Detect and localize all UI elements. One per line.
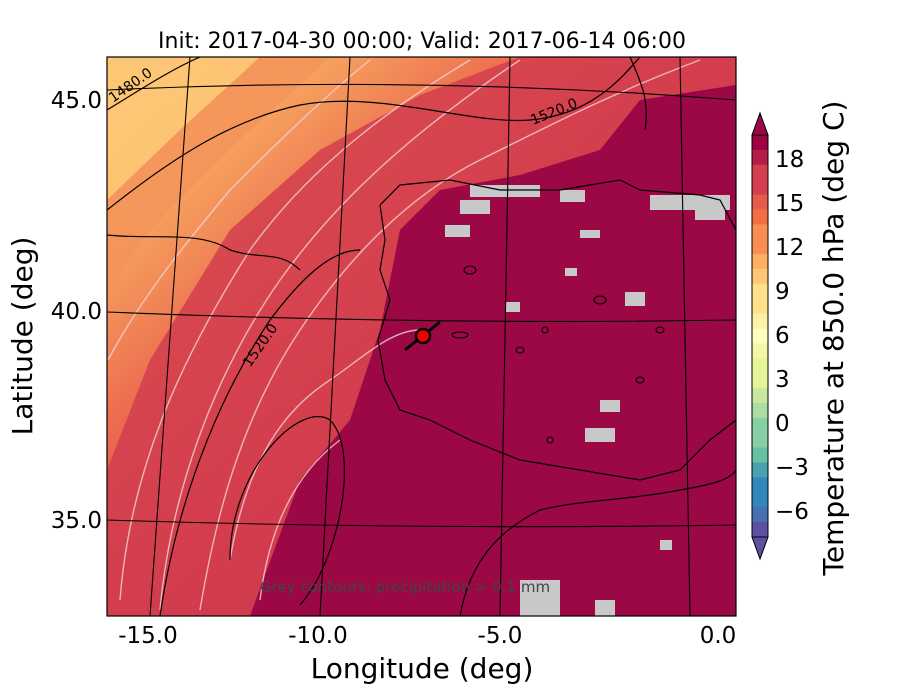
colorbar-segment bbox=[752, 164, 768, 181]
colorbar-segment bbox=[752, 388, 768, 404]
x-tick-label: 0.0 bbox=[700, 623, 737, 649]
colorbar-segment bbox=[752, 269, 768, 285]
colorbar-segment bbox=[752, 358, 768, 374]
colorbar-segment bbox=[752, 477, 768, 493]
colorbar-segments bbox=[752, 135, 768, 538]
colorbar-segment bbox=[752, 522, 768, 538]
colorbar-segment bbox=[752, 507, 768, 523]
colorbar-segment bbox=[752, 328, 768, 345]
colorbar-segment bbox=[752, 313, 768, 330]
precipitation-patches bbox=[445, 185, 730, 616]
map-frame bbox=[106, 56, 737, 617]
colorbar-extend-bottom bbox=[751, 536, 769, 561]
geopotential-contours bbox=[107, 57, 641, 616]
colorbar: 18 15 12 9 6 3 0 −3 −6 Temperature at 85… bbox=[751, 101, 850, 577]
x-tick-label: -15.0 bbox=[118, 623, 178, 649]
colorbar-tick-label: 9 bbox=[775, 279, 790, 305]
coastline bbox=[107, 57, 736, 616]
colorbar-tick-label: 0 bbox=[775, 411, 790, 437]
location-marker bbox=[404, 320, 441, 352]
x-tick-label: -10.0 bbox=[288, 623, 348, 649]
temperature-contours bbox=[107, 59, 701, 611]
y-tick-label: 45.0 bbox=[51, 88, 102, 114]
colorbar-segment bbox=[752, 194, 768, 211]
colorbar-segment bbox=[752, 224, 768, 240]
temperature-band-mild bbox=[107, 57, 330, 290]
colorbar-tick-label: 6 bbox=[775, 323, 790, 349]
colorbar-segment bbox=[752, 447, 768, 464]
colorbar-segment bbox=[752, 254, 768, 270]
small-contours bbox=[451, 265, 665, 444]
colorbar-tick-label: 12 bbox=[775, 235, 804, 261]
colorbar-segment bbox=[752, 462, 768, 479]
graticule bbox=[107, 57, 736, 616]
x-axis-label: Longitude (deg) bbox=[311, 652, 534, 685]
colorbar-tick-label: 18 bbox=[775, 147, 804, 173]
colorbar-segment bbox=[752, 432, 768, 449]
y-tick-label: 35.0 bbox=[51, 508, 102, 534]
colorbar-tick-label: 3 bbox=[775, 367, 790, 393]
temperature-band-hot bbox=[250, 85, 736, 616]
colorbar-segment bbox=[752, 179, 768, 196]
colorbar-tick-label: −3 bbox=[775, 455, 809, 481]
colorbar-tick-label: −6 bbox=[775, 499, 809, 525]
colorbar-segment bbox=[752, 239, 768, 255]
y-axis: 45.0 40.0 35.0 Latitude (deg) bbox=[6, 88, 102, 534]
x-tick-label: -5.0 bbox=[478, 623, 523, 649]
y-tick-label: 40.0 bbox=[51, 299, 102, 325]
colorbar-tick-label: 15 bbox=[775, 191, 804, 217]
y-axis-label: Latitude (deg) bbox=[6, 237, 39, 436]
colorbar-segment bbox=[752, 135, 768, 151]
colorbar-segment bbox=[752, 283, 768, 300]
colorbar-segment bbox=[752, 403, 768, 419]
colorbar-segment bbox=[752, 492, 768, 508]
colorbar-segment bbox=[752, 373, 768, 389]
map-title: Init: 2017-04-30 00:00; Valid: 2017-06-1… bbox=[158, 29, 686, 54]
colorbar-segment bbox=[752, 209, 768, 225]
precipitation-note: Grey contours: precipitation > 0.1 mm bbox=[260, 578, 550, 596]
colorbar-label: Temperature at 850.0 hPa (deg C) bbox=[817, 101, 850, 577]
colorbar-segment bbox=[752, 298, 768, 315]
colorbar-extend-top bbox=[751, 111, 769, 136]
colorbar-segment bbox=[752, 417, 768, 434]
colorbar-segment bbox=[752, 149, 768, 166]
temperature-band-cool bbox=[107, 57, 260, 200]
colorbar-segment bbox=[752, 343, 768, 359]
map-area: 1480.0 1520.0 1520.0 Grey contours: prec… bbox=[107, 57, 736, 616]
x-axis: -15.0 -10.0 -5.0 0.0 Longitude (deg) bbox=[118, 623, 736, 685]
